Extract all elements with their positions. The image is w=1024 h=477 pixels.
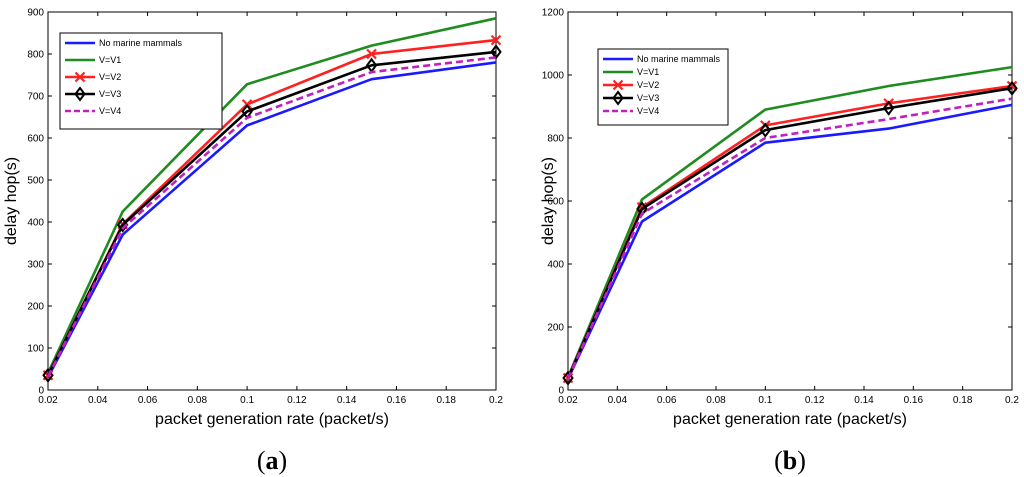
legend: No marine mammals V=V1 V=V2 V=V3 V=V4 xyxy=(59,32,223,130)
series-no-marine-mammals xyxy=(46,61,497,379)
y-tick-label: 0 xyxy=(558,386,564,397)
x-tick-label: 0.06 xyxy=(657,395,677,406)
legend-label: V=V1 xyxy=(637,67,659,77)
caption-close-paren: ) xyxy=(279,446,288,475)
y-tick-label: 200 xyxy=(27,302,44,313)
series-marker-x xyxy=(490,34,502,46)
y-tick-label: 300 xyxy=(27,260,44,271)
y-tick-label: 200 xyxy=(547,323,564,334)
y-axis-label: delay hop(s) xyxy=(540,157,557,245)
legend-label: V=V4 xyxy=(637,106,659,116)
caption-letter: b xyxy=(783,446,797,475)
legend-label: V=V2 xyxy=(99,72,121,82)
series-marker-x xyxy=(366,48,377,60)
x-tick-label: 0.06 xyxy=(138,395,158,406)
y-tick-label: 600 xyxy=(27,134,44,145)
y-tick-label: 1200 xyxy=(542,8,565,19)
series-v-v1 xyxy=(46,17,497,374)
series-v-v4 xyxy=(46,56,497,378)
legend-box xyxy=(59,32,223,130)
legend-label: V=V3 xyxy=(99,89,121,99)
x-tick-label: 0.1 xyxy=(758,395,772,406)
series-v-v1 xyxy=(566,65,1013,378)
series-line xyxy=(566,97,1013,380)
x-tick-label: 0.18 xyxy=(953,395,973,406)
x-tick-label: 0.14 xyxy=(854,395,874,406)
series-line xyxy=(46,56,497,378)
y-tick-label: 900 xyxy=(27,8,44,19)
y-tick-label: 400 xyxy=(547,260,564,271)
y-tick-label: 0 xyxy=(38,386,44,397)
y-tick-label: 1000 xyxy=(542,71,565,82)
y-tick-label: 100 xyxy=(27,344,44,355)
x-tick-label: 0.08 xyxy=(188,395,208,406)
caption-open-paren: ( xyxy=(774,446,783,475)
series-marker-diamond xyxy=(882,100,895,116)
series-line xyxy=(566,65,1013,378)
caption-letter: a xyxy=(266,446,279,475)
caption-open-paren: ( xyxy=(257,446,266,475)
series-marker-diamond xyxy=(612,90,624,106)
series-marker-diamond xyxy=(1006,80,1018,96)
chart-panel-b: 0.02 0.04 0.06 0.08 0.1 0.12 0.14 0.16 0.18 0.2 0 2… xyxy=(540,8,1019,476)
series-marker-diamond xyxy=(759,122,772,138)
legend: No marine mammals V=V1 V=V2 V=V3 V=V4 xyxy=(597,48,729,126)
x-tick-label: 0.12 xyxy=(805,395,825,406)
series-marker-diamond xyxy=(116,217,129,233)
caption-close-paren: ) xyxy=(797,446,806,475)
x-axis-label: packet generation rate (packet/s) xyxy=(673,411,907,428)
series-marker-diamond xyxy=(74,86,86,102)
x-tick-label: 0.04 xyxy=(88,395,108,406)
series-v-v4 xyxy=(566,97,1013,380)
series-marker-diamond xyxy=(490,44,502,60)
x-tick-label: 0.08 xyxy=(706,395,726,406)
legend-label: V=V1 xyxy=(99,55,121,65)
y-tick-label: 800 xyxy=(27,50,44,61)
series-no-marine-mammals xyxy=(566,103,1013,380)
legend-label: No marine mammals xyxy=(99,38,183,48)
legend-label: V=V4 xyxy=(99,106,121,116)
x-tick-label: 0.02 xyxy=(38,395,58,406)
x-tick-label: 0.18 xyxy=(436,395,456,406)
figure-caption: (a) xyxy=(257,446,287,475)
series-line xyxy=(46,17,497,374)
y-tick-label: 700 xyxy=(27,92,44,103)
series-v-v3 xyxy=(562,80,1018,386)
x-tick-label: 0.16 xyxy=(904,395,924,406)
legend-label: No marine mammals xyxy=(637,54,721,64)
series-marker-x xyxy=(74,71,86,83)
x-tick-label: 0.1 xyxy=(240,395,254,406)
legend-label: V=V2 xyxy=(637,80,659,90)
series-line xyxy=(566,86,1013,379)
figure-caption: (b) xyxy=(774,446,806,475)
x-tick-label: 0.16 xyxy=(387,395,407,406)
x-tick-label: 0.2 xyxy=(1005,395,1019,406)
x-axis-label: packet generation rate (packet/s) xyxy=(155,411,389,428)
series-marker-diamond xyxy=(562,370,574,386)
x-tick-label: 0.2 xyxy=(489,395,503,406)
series-line xyxy=(46,61,497,379)
series-line xyxy=(566,103,1013,380)
y-tick-label: 400 xyxy=(27,218,44,229)
y-axis-label: delay hop(s) xyxy=(3,157,20,245)
chart-panel-a: 0.02 0.04 0.06 0.08 0.1 0.12 0.14 0.16 0.18 0.2 0 1… xyxy=(3,8,503,476)
legend-label: V=V3 xyxy=(637,93,659,103)
x-tick-label: 0.02 xyxy=(558,395,578,406)
y-tick-label: 500 xyxy=(27,176,44,187)
x-tick-label: 0.12 xyxy=(287,395,307,406)
y-tick-label: 800 xyxy=(547,134,564,145)
x-tick-label: 0.04 xyxy=(608,395,628,406)
series-marker-x xyxy=(612,79,624,91)
x-tick-label: 0.14 xyxy=(337,395,357,406)
y-tick-label: 600 xyxy=(547,197,564,208)
